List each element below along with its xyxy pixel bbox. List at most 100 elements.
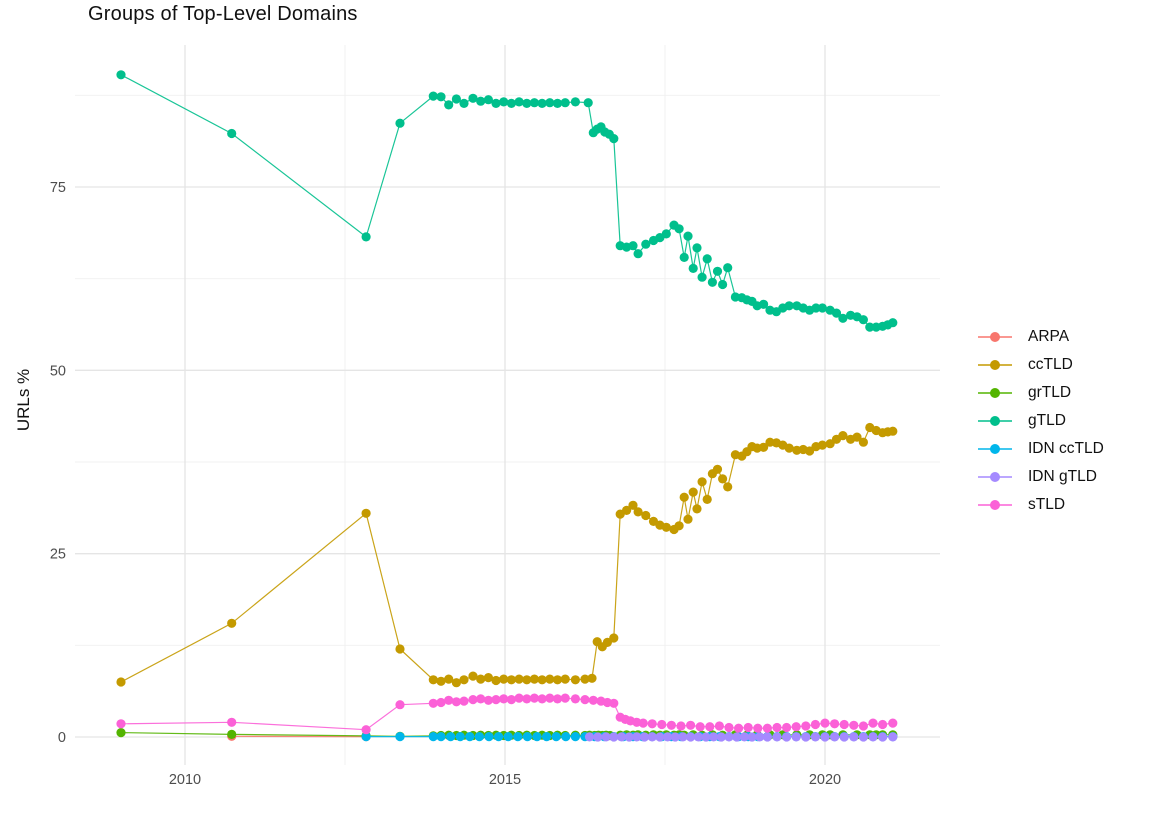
series-point-stld <box>647 719 657 729</box>
series-point-cctld <box>858 437 869 447</box>
legend-item-stld: sTLD <box>978 491 1104 519</box>
series-point-idn-cctld <box>361 732 371 742</box>
series-point-cctld <box>552 675 563 685</box>
legend-key-dot <box>990 332 1000 342</box>
series-point-gtld <box>436 92 446 102</box>
series-point-idn-gtld <box>747 732 757 742</box>
series-point-cctld <box>468 671 478 681</box>
series-point-stld <box>830 719 840 729</box>
series-point-stld <box>491 695 501 705</box>
series-point-idn-cctld <box>532 732 542 742</box>
series-point-idn-gtld <box>849 732 859 742</box>
series-point-cctld <box>116 677 126 687</box>
series-point-idn-gtld <box>732 732 742 742</box>
series-point-stld <box>522 694 532 704</box>
series-point-stld <box>705 722 715 732</box>
series-point-cctld <box>805 446 815 456</box>
series-point-cctld <box>570 675 581 685</box>
series-point-idn-cctld <box>474 732 484 742</box>
series-point-stld <box>839 719 849 730</box>
series-point-cctld <box>702 494 712 504</box>
series-point-cctld <box>679 492 689 502</box>
series-point-stld <box>666 720 677 730</box>
series-point-stld <box>361 725 371 735</box>
series-point-cctld <box>718 474 728 484</box>
series-point-gtld <box>679 252 689 262</box>
legend-label: sTLD <box>1028 496 1066 513</box>
y-tick-label: 75 <box>50 180 66 196</box>
series-point-idn-cctld <box>465 732 475 742</box>
series-point-idn-gtld <box>601 732 611 742</box>
legend-label: gTLD <box>1028 412 1066 429</box>
series-point-idn-gtld <box>755 732 765 742</box>
series-point-cctld <box>491 675 501 686</box>
series-point-stld <box>514 693 524 703</box>
series-point-gtld <box>428 91 438 101</box>
series-point-idn-gtld <box>701 732 711 742</box>
legend-swatch <box>978 359 1012 371</box>
series-point-gtld <box>683 231 693 241</box>
series-point-idn-cctld <box>395 732 405 742</box>
series-point-idn-cctld <box>455 732 465 742</box>
series-point-grtld <box>227 729 237 740</box>
series-point-idn-gtld <box>830 732 840 742</box>
series-point-gtld <box>858 315 869 325</box>
series-point-cctld <box>683 514 693 524</box>
series-point-stld <box>227 717 237 727</box>
series-point-stld <box>609 698 619 708</box>
series-point-cctld <box>723 482 733 492</box>
series-point-stld <box>762 723 773 733</box>
legend-key-dot <box>990 472 1000 482</box>
series-point-stld <box>695 722 705 732</box>
series-point-cctld <box>506 675 516 685</box>
series-point-cctld <box>451 678 461 688</box>
series-point-stld <box>743 722 753 733</box>
series-point-cctld <box>537 675 547 685</box>
series-point-cctld <box>628 500 638 510</box>
series-point-idn-gtld <box>624 732 634 742</box>
series-point-idn-gtld <box>772 732 782 742</box>
series-point-idn-cctld <box>570 732 581 742</box>
series-point-gtld <box>838 313 848 323</box>
series-point-stld <box>537 694 547 704</box>
series-point-cctld <box>436 676 446 686</box>
series-point-gtld <box>116 70 126 80</box>
series-point-stld <box>686 720 696 730</box>
series-point-gtld <box>817 303 828 313</box>
series-point-cctld <box>712 464 723 474</box>
legend-key-dot <box>990 500 1000 510</box>
series-point-cctld <box>587 673 597 683</box>
series-point-gtld <box>759 299 769 309</box>
series-point-cctld <box>602 637 613 648</box>
series-point-gtld <box>697 272 707 282</box>
x-tick-label: 2015 <box>489 772 521 788</box>
series-point-gtld <box>395 118 405 128</box>
legend-label: IDN gTLD <box>1028 468 1097 485</box>
series-point-gtld <box>718 279 728 290</box>
series-point-stld <box>116 719 126 729</box>
series-point-stld <box>849 720 859 730</box>
series-point-stld <box>782 722 792 733</box>
series-point-stld <box>459 696 469 706</box>
series-point-cctld <box>674 521 684 531</box>
series-point-idn-gtld <box>686 732 696 742</box>
series-point-idn-cctld <box>551 732 561 742</box>
series-point-gtld <box>570 97 581 107</box>
series-point-idn-gtld <box>888 732 898 742</box>
series-point-stld <box>588 695 598 705</box>
series-point-cctld <box>661 522 671 532</box>
series-point-stld <box>529 693 540 703</box>
series-point-gtld <box>784 301 794 311</box>
series-point-cctld <box>641 510 651 521</box>
series-point-gtld <box>661 229 671 239</box>
series-point-stld <box>888 718 898 728</box>
series-point-idn-gtld <box>647 732 657 742</box>
series-point-stld <box>810 719 821 730</box>
series-point-stld <box>476 694 486 704</box>
legend-label: ARPA <box>1028 328 1070 345</box>
series-point-idn-cctld <box>446 732 456 742</box>
series-point-stld <box>428 698 438 708</box>
series-point-idn-cctld <box>428 732 438 742</box>
series-point-gtld <box>499 97 509 107</box>
series-point-gtld <box>641 239 651 249</box>
